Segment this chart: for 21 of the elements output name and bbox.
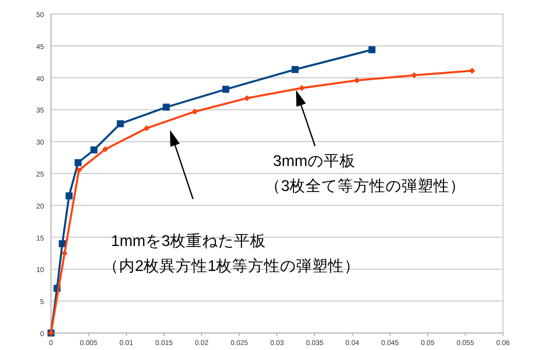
point	[76, 167, 82, 174]
point	[222, 86, 230, 93]
point	[74, 159, 82, 166]
annotation: （3枚全て等方性の弾塑性）	[265, 177, 466, 195]
annotation: （内2枚異方性1枚等方性の弾塑性）	[103, 257, 360, 275]
point	[162, 104, 170, 111]
point	[192, 108, 198, 115]
point	[368, 46, 376, 54]
point	[292, 66, 299, 74]
point	[102, 146, 108, 152]
annotation: 3mmの平板	[273, 153, 356, 170]
point	[62, 250, 68, 256]
point	[469, 68, 476, 74]
point	[66, 192, 73, 200]
point	[144, 125, 150, 132]
point	[90, 146, 98, 154]
point	[354, 77, 360, 84]
point	[244, 95, 250, 102]
point	[116, 120, 124, 128]
annotation: 1mmを3枚重ねた平板	[111, 232, 266, 250]
point	[298, 85, 305, 92]
